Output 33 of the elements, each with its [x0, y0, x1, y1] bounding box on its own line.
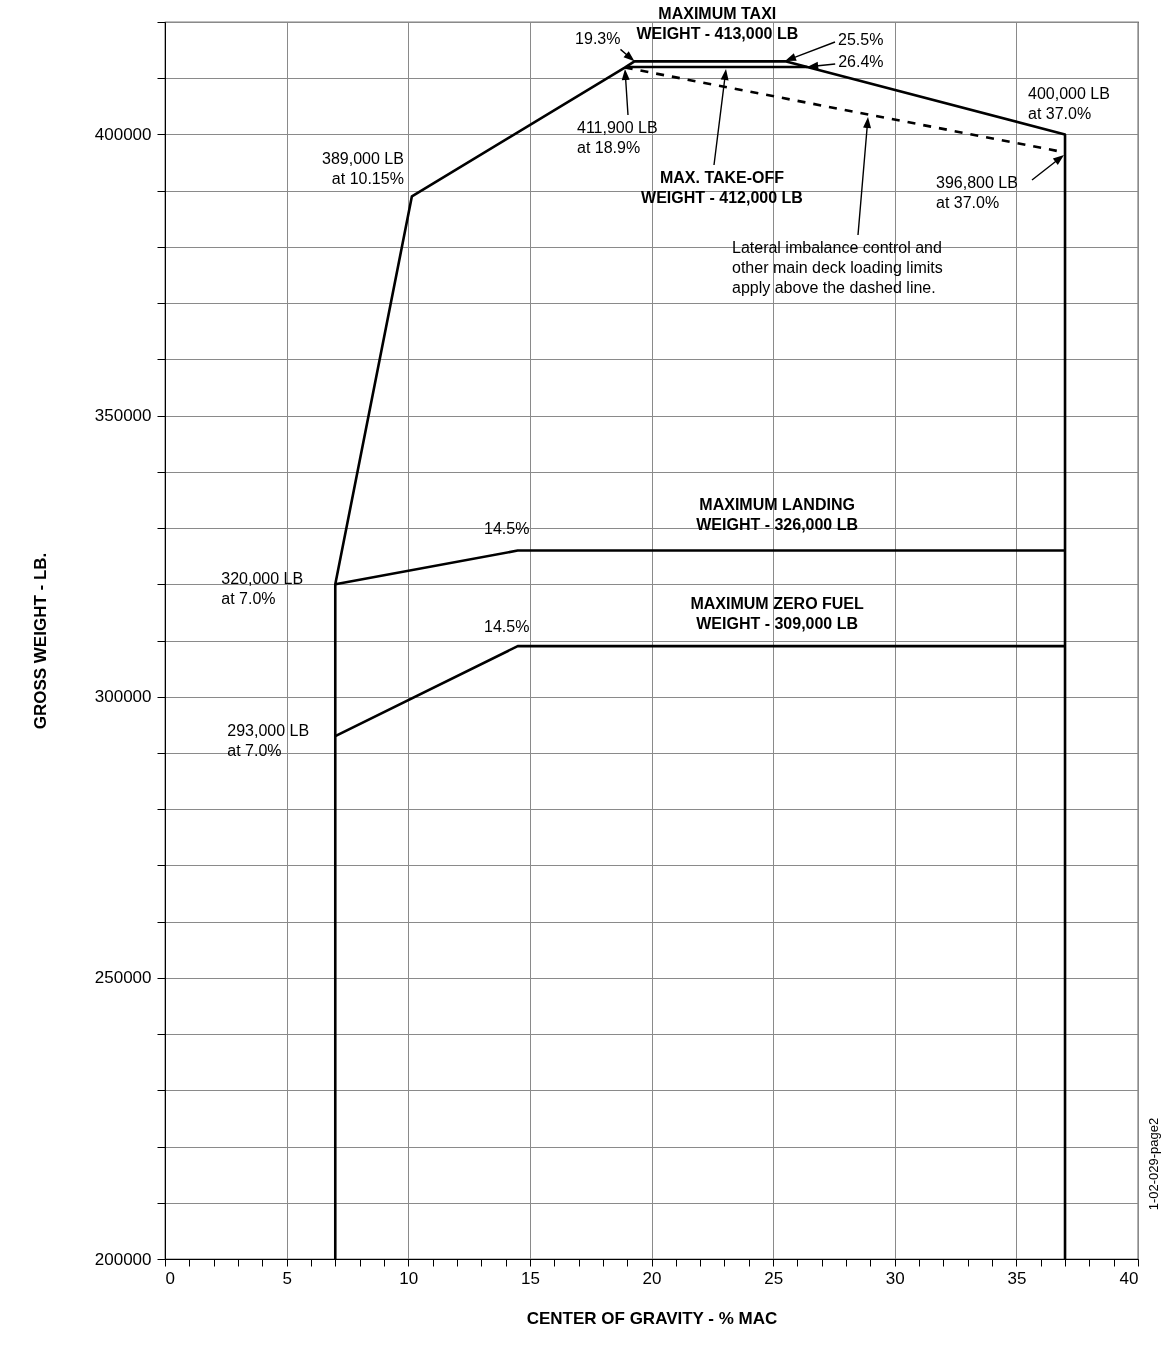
annotation: 411,900 LB at 18.9%: [577, 119, 658, 156]
y-tick-label: 250000: [94, 968, 152, 988]
x-tick-label: 10: [399, 1268, 419, 1288]
x-axis-title: CENTER OF GRAVITY - % MAC: [526, 1308, 778, 1328]
annotation: MAX. TAKE-OFF WEIGHT - 412,000 LB: [641, 169, 803, 206]
annotation: Lateral imbalance control and other main deck loading limits apply above the dashed line.: [732, 239, 943, 296]
annotation: 400,000 LB at 37.0%: [1028, 85, 1110, 123]
annotation: 396,800 LB at 37.0%: [936, 174, 1018, 211]
text: 1-02-029-page2: [1146, 1117, 1161, 1211]
annotation: MAXIMUM ZERO FUEL WEIGHT - 309,000 LB: [690, 595, 865, 633]
annotation: 320,000 LB at 7.0%: [221, 570, 304, 608]
annotation: 389,000 LB at 10.15%: [322, 150, 404, 188]
annotation: 293,000 LB at 7.0%: [227, 722, 310, 760]
annotation: MAXIMUM TAXI WEIGHT - 413,000 LB: [636, 5, 799, 43]
x-tick-label: 5: [282, 1268, 292, 1288]
y-tick-label: 350000: [94, 406, 152, 426]
annotation: 14.5%: [484, 519, 530, 537]
y-tick-label: 400000: [94, 124, 152, 144]
y-tick-label: 200000: [94, 1249, 152, 1269]
x-tick-label: 30: [885, 1268, 905, 1288]
y-tick-label: 300000: [94, 687, 152, 707]
annotation: 19.3%: [575, 30, 621, 48]
x-tick-label: 40: [1119, 1268, 1139, 1288]
annotation: 26.4%: [838, 52, 884, 70]
annotation: 25.5%: [838, 31, 884, 48]
y-axis-title: GROSS WEIGHT - LB.: [30, 552, 50, 730]
x-tick-label: 15: [520, 1268, 540, 1288]
x-tick-label: 25: [764, 1268, 784, 1288]
x-tick-label: 20: [642, 1268, 662, 1288]
annotation: MAXIMUM LANDING WEIGHT - 326,000 LB: [696, 495, 859, 533]
annotation: 14.5%: [484, 618, 530, 636]
x-tick-label: 35: [1007, 1268, 1027, 1288]
x-tick-label: 0: [165, 1268, 175, 1288]
